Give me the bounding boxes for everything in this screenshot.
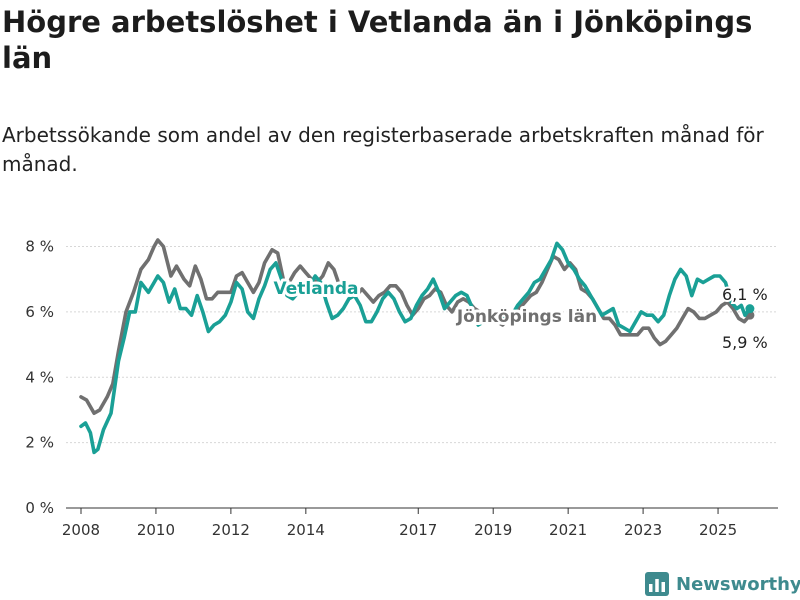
series-lines bbox=[79, 238, 755, 455]
series-label: Jönköpings län bbox=[456, 307, 597, 327]
x-tick-label: 2008 bbox=[62, 521, 100, 539]
x-tick-label: 2010 bbox=[137, 521, 175, 539]
x-tick-label: 2023 bbox=[624, 521, 662, 539]
x-tick-label: 2025 bbox=[699, 521, 737, 539]
x-tick-label: 2014 bbox=[287, 521, 325, 539]
bar-chart-icon bbox=[645, 572, 669, 596]
y-tick-label: 4 % bbox=[25, 368, 54, 386]
y-tick-label: 8 % bbox=[25, 238, 54, 256]
series-line-jönköpings-län bbox=[79, 238, 752, 415]
x-tick-label: 2017 bbox=[399, 521, 437, 539]
chart-subtitle: Arbetssökande som andel av den registerb… bbox=[2, 123, 764, 176]
x-tick-label: 2019 bbox=[474, 521, 512, 539]
y-tick-label: 6 % bbox=[25, 303, 54, 321]
series-label: Vetlanda bbox=[274, 279, 359, 299]
chart-title: Högre arbetslöshet i Vetlanda än i Jönkö… bbox=[2, 5, 753, 75]
series-line-vetlanda bbox=[79, 241, 752, 455]
y-tick-label: 0 % bbox=[25, 499, 54, 517]
y-tick-label: 2 % bbox=[25, 434, 54, 452]
end-value-label: 5,9 % bbox=[722, 333, 768, 352]
x-tick-label: 2012 bbox=[212, 521, 250, 539]
newsworthy-logo: Newsworthy bbox=[645, 570, 800, 598]
end-value-label: 6,1 % bbox=[722, 285, 768, 304]
grid-lines bbox=[66, 246, 778, 509]
series-end-dot bbox=[745, 304, 755, 314]
x-tick-label: 2021 bbox=[549, 521, 587, 539]
logo-text: Newsworthy bbox=[676, 573, 800, 595]
series-labels: Vetlanda Jönköpings län 5,9 % 6,1 % bbox=[271, 276, 770, 354]
axes: 0 % 2 % 4 % 6 % 8 % 2008 2010 2012 2014 2017 2019 2… bbox=[25, 238, 737, 539]
